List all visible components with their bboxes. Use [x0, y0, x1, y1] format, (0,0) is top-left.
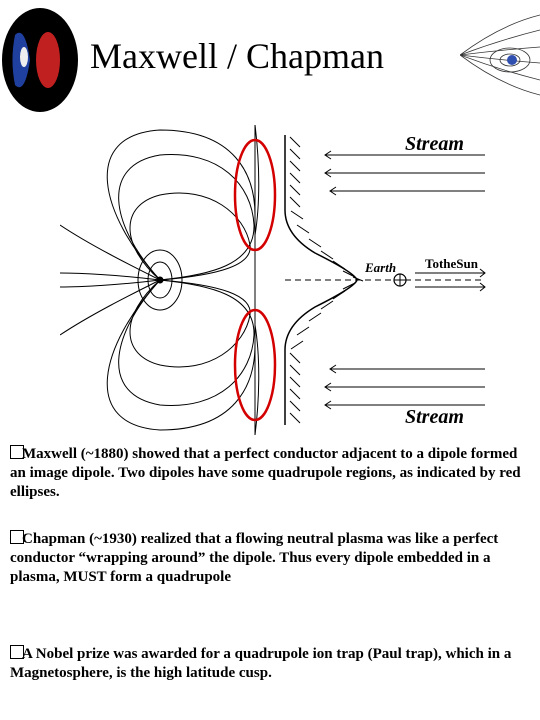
stream-bot-label: Stream	[405, 406, 464, 428]
tothesun-label: TotheSun	[425, 256, 479, 271]
p1-lead: M	[22, 446, 36, 462]
p2-lead: C	[22, 531, 33, 547]
paragraph-maxwell: Maxwell (~1880) showed that a perfect co…	[10, 445, 530, 501]
p1-rest: axwell (~1880) showed that a perfect con…	[10, 446, 521, 500]
p3-rest: Nobel prize was awarded for a quadrupole…	[10, 646, 511, 681]
main-diagram: Stream Stream TotheSun Earth	[60, 125, 490, 435]
paragraph-nobel: A Nobel prize was awarded for a quadrupo…	[10, 645, 530, 683]
magnetosphere-corner-icon	[460, 5, 540, 105]
paragraph-chapman: Chapman (~1930) realized that a flowing …	[10, 530, 530, 586]
earth-label: Earth	[364, 260, 396, 275]
p3-lead: A	[22, 646, 32, 662]
stream-top-label: Stream	[405, 133, 464, 155]
p2-rest: hapman (~1930) realized that a flowing n…	[10, 531, 498, 585]
earth-corner-icon	[0, 5, 80, 115]
page-title: Maxwell / Chapman	[90, 35, 384, 77]
